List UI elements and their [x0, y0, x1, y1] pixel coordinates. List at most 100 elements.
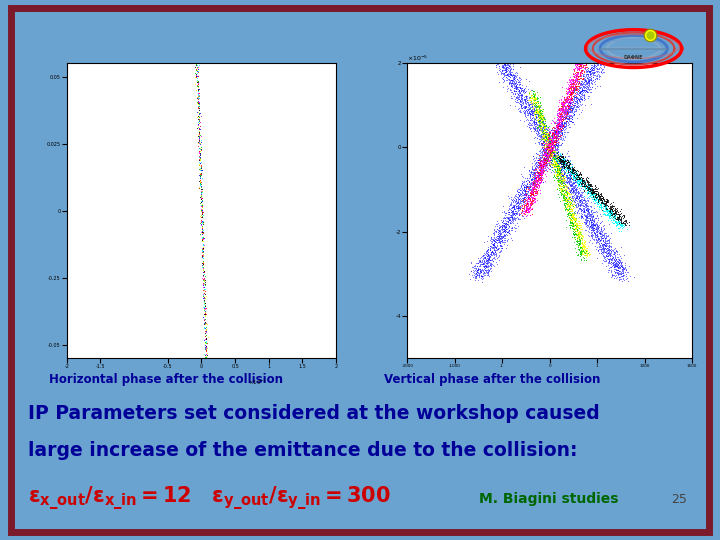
- Point: [597, 45, 608, 53]
- Point: [539, 152, 550, 161]
- Point: [544, 141, 555, 150]
- Point: [550, 117, 562, 125]
- Point: [482, 257, 493, 266]
- Point: [471, 267, 482, 276]
- Point: [544, 134, 555, 143]
- Point: [489, 235, 500, 244]
- Point: [567, 206, 578, 215]
- Point: [480, 256, 492, 265]
- Point: [201, 325, 212, 334]
- Point: [520, 94, 531, 103]
- Point: [604, 35, 616, 44]
- Point: [532, 127, 544, 136]
- Point: [573, 197, 585, 206]
- Point: [569, 98, 580, 107]
- Point: [611, 205, 622, 213]
- Point: [487, 244, 498, 252]
- Point: [552, 174, 564, 183]
- Point: [505, 80, 516, 89]
- Point: [601, 238, 613, 247]
- Point: [515, 89, 526, 98]
- Point: [606, 30, 617, 39]
- Point: [527, 86, 539, 95]
- Point: [572, 228, 584, 237]
- Point: [539, 134, 550, 143]
- Point: [562, 192, 574, 201]
- Point: [533, 103, 544, 112]
- Point: [192, 107, 203, 116]
- Point: [500, 228, 511, 237]
- Point: [528, 173, 540, 181]
- Point: [195, 136, 207, 145]
- Point: [528, 117, 539, 126]
- Point: [603, 43, 615, 52]
- Point: [614, 220, 626, 229]
- Point: [531, 97, 542, 106]
- Point: [546, 134, 558, 143]
- Point: [485, 41, 496, 50]
- Point: [203, 463, 215, 471]
- Point: [590, 223, 601, 232]
- Point: [616, 276, 628, 285]
- Point: [619, 17, 631, 26]
- Point: [608, 24, 620, 33]
- Point: [567, 78, 579, 87]
- Point: [584, 181, 595, 190]
- Point: [199, 286, 210, 295]
- Point: [203, 361, 215, 370]
- Point: [618, 217, 629, 225]
- Point: [533, 153, 544, 162]
- Point: [611, 215, 622, 224]
- Point: [550, 148, 562, 157]
- Point: [608, 249, 619, 258]
- Point: [590, 24, 601, 33]
- Point: [592, 29, 603, 37]
- Point: [192, 52, 204, 61]
- Point: [562, 98, 573, 107]
- Point: [577, 87, 589, 96]
- Point: [596, 52, 608, 60]
- Point: [500, 230, 512, 238]
- Point: [603, 212, 615, 221]
- Point: [588, 65, 599, 74]
- Point: [559, 112, 570, 120]
- Point: [567, 87, 579, 96]
- Point: [527, 109, 539, 118]
- Point: [570, 230, 581, 238]
- Point: [518, 96, 529, 104]
- Point: [590, 238, 602, 246]
- Point: [582, 183, 594, 191]
- Point: [584, 186, 595, 195]
- Point: [521, 211, 533, 219]
- Point: [600, 197, 612, 206]
- Point: [548, 129, 559, 137]
- Point: [482, 24, 494, 32]
- Point: [587, 191, 598, 199]
- Point: [561, 111, 572, 120]
- Point: [536, 167, 548, 176]
- Point: [546, 137, 558, 145]
- Point: [572, 94, 583, 103]
- Point: [549, 154, 561, 163]
- Point: [526, 162, 538, 171]
- Point: [616, 263, 628, 272]
- Point: [527, 178, 539, 187]
- Point: [194, 161, 205, 170]
- Point: [515, 199, 526, 207]
- Point: [529, 89, 541, 98]
- Point: [565, 92, 577, 100]
- Point: [202, 349, 213, 357]
- Point: [197, 218, 208, 226]
- Point: [577, 36, 589, 44]
- Point: [556, 100, 567, 109]
- Point: [514, 199, 526, 208]
- Point: [482, 45, 494, 54]
- Point: [204, 407, 215, 415]
- Point: [528, 184, 539, 193]
- Point: [562, 104, 574, 113]
- Point: [517, 203, 528, 212]
- Point: [610, 31, 621, 39]
- Point: [532, 122, 544, 131]
- Point: [549, 155, 560, 164]
- Point: [197, 242, 209, 251]
